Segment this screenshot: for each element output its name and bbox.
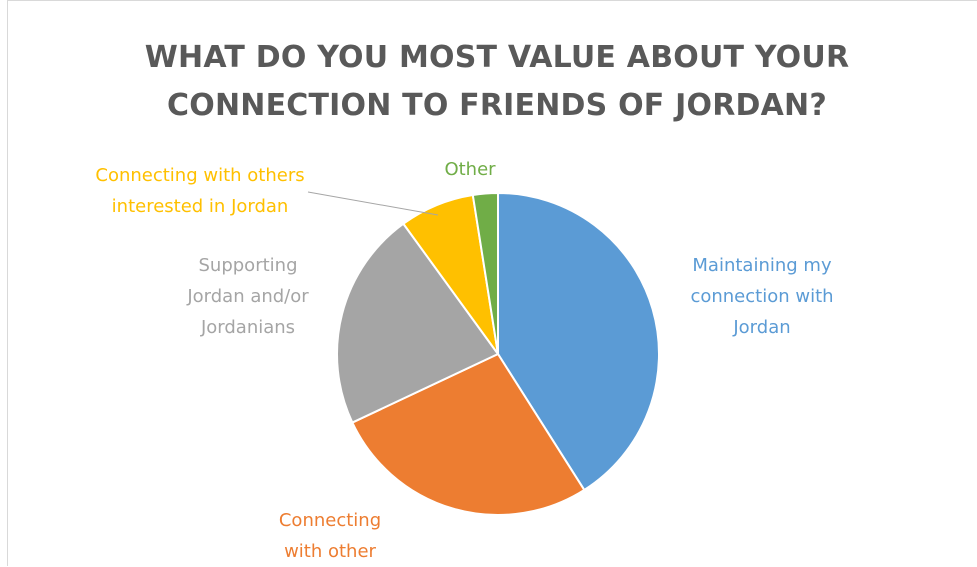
chart-title: WHAT DO YOU MOST VALUE ABOUT YOUR CONNEC…: [0, 34, 977, 130]
slice-label-line: connection with: [690, 286, 834, 307]
slice-label-other: Other: [430, 154, 510, 185]
slice-label-line: Other: [444, 159, 496, 180]
leader-line: [307, 191, 438, 216]
slice-label-line: Jordan and/or: [187, 286, 309, 307]
slice-label-connecting-with-others: Connecting with others interested in Jor…: [60, 160, 340, 222]
slice-label-line: Maintaining my: [692, 255, 832, 276]
slice-supporting-jordan: [336, 222, 499, 424]
slice-label-line: with other: [284, 541, 376, 562]
slice-label-line: Connecting: [278, 510, 382, 531]
slice-connecting-with-other: [351, 353, 586, 516]
slice-label-line: Supporting: [198, 255, 298, 276]
slice-label-line: Connecting with others: [95, 165, 305, 186]
slice-other: [471, 191, 499, 355]
slice-label-maintaining-connection: Maintaining my connection with Jordan: [664, 250, 860, 343]
chart-title-line-1: WHAT DO YOU MOST VALUE ABOUT YOUR: [144, 40, 850, 75]
slice-label-line: Jordanians: [200, 317, 296, 338]
slice-label-supporting-jordan: Supporting Jordan and/or Jordanians: [168, 250, 328, 343]
slice-label-line: Jordan: [733, 317, 791, 338]
slice-label-connecting-with-other: Connecting with other: [255, 505, 405, 567]
slice-label-line: interested in Jordan: [111, 196, 289, 217]
chart-title-line-2: CONNECTION TO FRIENDS OF JORDAN?: [167, 88, 827, 123]
